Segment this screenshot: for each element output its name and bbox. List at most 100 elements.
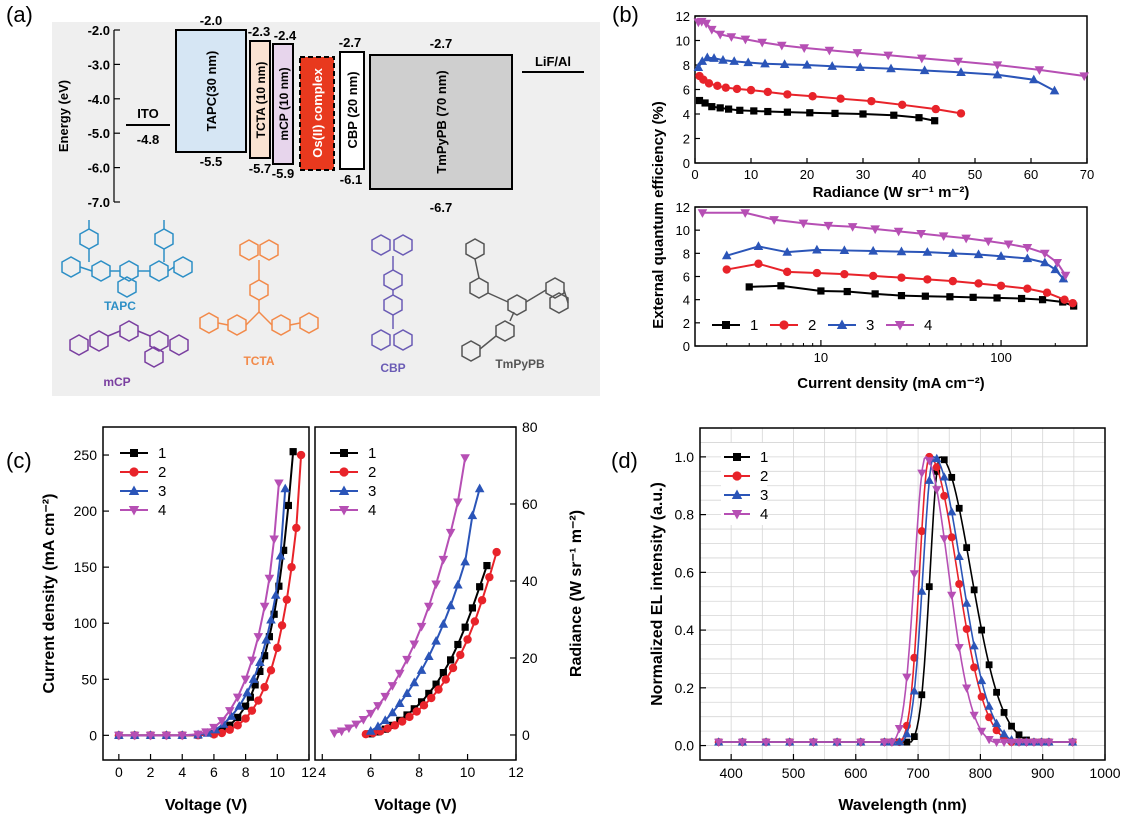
- data-point-4-6: [201, 728, 211, 738]
- data-point-4-4: [358, 715, 369, 725]
- data-point-3-10: [438, 619, 449, 628]
- x-tick-label-0: 0: [691, 167, 698, 182]
- data-point-1-14: [933, 468, 941, 475]
- data-point-3-13: [924, 475, 934, 484]
- data-point-4-0: [697, 209, 708, 218]
- legend-label-3: 3: [866, 317, 874, 334]
- data-point-3-5: [402, 688, 412, 697]
- mcp-structure: [69, 320, 189, 368]
- panel-label-b: (b): [612, 2, 639, 27]
- x-tick-label-1: 10: [744, 167, 758, 182]
- data-point-1-2: [817, 287, 825, 295]
- data-point-4-6: [870, 225, 880, 235]
- data-point-4-30: [1068, 738, 1078, 748]
- tmpypb-layer-label: TmPyPB (70 nm): [434, 70, 449, 173]
- data-point-1-12: [890, 111, 898, 119]
- data-point-2-9: [808, 92, 817, 101]
- data-point-2-12: [917, 527, 926, 536]
- data-point-1-12: [251, 681, 259, 689]
- data-point-4-11: [983, 237, 994, 247]
- data-point-2-18: [287, 562, 296, 572]
- x-axis-label: Voltage (V): [374, 797, 456, 814]
- data-point-2-14: [932, 463, 941, 472]
- data-point-4-22: [991, 738, 1002, 748]
- data-point-3-13: [460, 556, 470, 566]
- data-point-4-5: [365, 709, 376, 719]
- x-tick-label-1: 6: [367, 764, 375, 780]
- legend-label-4: 4: [158, 502, 166, 519]
- y-tick-label-6: 12: [676, 200, 690, 215]
- data-point-2-8: [948, 276, 958, 286]
- y-tick-label-4: 8: [683, 58, 690, 73]
- x-tick-label-4: 40: [912, 167, 926, 182]
- data-point-1-25: [1015, 731, 1023, 739]
- data-point-1-8: [425, 689, 433, 697]
- legend-marker-1: [340, 449, 348, 457]
- legend-label-1: 1: [760, 449, 768, 466]
- data-point-2-12: [898, 100, 907, 110]
- x-tick-label-6: 12: [301, 764, 317, 780]
- x-axis-label: Wavelength (nm): [838, 797, 966, 814]
- y-tick-label-3: 6: [683, 83, 690, 98]
- data-point-3-10: [902, 729, 912, 738]
- tapc-layer: [175, 29, 247, 153]
- y-tick-label-4: 0.8: [675, 507, 695, 523]
- data-point-4-5: [193, 730, 203, 740]
- data-point-4-0: [329, 729, 340, 739]
- y-tick-label-1: 0.2: [675, 680, 695, 696]
- data-point-1-11: [246, 693, 254, 701]
- mcp-layer: [272, 43, 294, 165]
- data-point-4-17: [954, 643, 964, 653]
- data-point-4-9: [799, 44, 809, 53]
- data-point-3-8: [424, 651, 434, 661]
- data-point-1-11: [859, 110, 867, 118]
- data-point-1-19: [970, 586, 978, 594]
- data-point-4-21: [984, 736, 994, 745]
- data-point-1-9: [234, 713, 242, 721]
- data-point-2-0: [722, 265, 731, 274]
- y-axis-label: Radiance (W sr⁻¹ m⁻²): [568, 510, 585, 677]
- y-tick-label-0: 0: [683, 156, 690, 171]
- cbp-structure: [371, 234, 413, 351]
- data-point-3-15: [474, 483, 485, 493]
- tmpypb-structure: [461, 238, 569, 362]
- data-point-2-19: [970, 663, 979, 672]
- x-tick-label-1: 100: [990, 350, 1012, 365]
- data-point-3-12: [917, 586, 927, 595]
- data-point-3-7: [416, 665, 427, 674]
- data-point-1-5: [897, 292, 906, 300]
- data-point-1-13: [256, 667, 264, 676]
- legend-marker-2: [779, 320, 789, 330]
- data-point-1-14: [468, 604, 477, 612]
- data-point-3-17: [954, 551, 964, 560]
- plot-frame: [314, 426, 517, 761]
- legend-marker-4: [338, 506, 350, 516]
- y-tick-label-3: 150: [74, 559, 98, 575]
- data-point-4-2: [145, 731, 156, 741]
- data-point-4-15: [939, 535, 949, 544]
- data-point-4-18: [962, 684, 972, 693]
- data-point-2-11: [867, 96, 876, 106]
- data-point-4-17: [1079, 72, 1089, 82]
- data-point-1-15: [940, 456, 948, 464]
- data-point-3-21: [984, 701, 994, 710]
- legend-marker-1: [130, 449, 138, 457]
- data-point-4-12: [416, 622, 427, 632]
- x-tick-label-0: 10: [814, 350, 828, 365]
- data-point-2-9: [974, 279, 983, 288]
- tcta-layer: [249, 40, 271, 159]
- data-point-2-3: [713, 81, 722, 91]
- data-point-1-10: [831, 109, 839, 117]
- data-point-3-14: [956, 67, 966, 76]
- data-point-2-5: [397, 717, 407, 726]
- data-point-4-14: [932, 486, 942, 495]
- data-point-1-7: [764, 107, 772, 116]
- legend-marker-3: [128, 485, 140, 495]
- y-tick-label-0: 0: [522, 727, 530, 743]
- data-point-4-14: [953, 57, 963, 67]
- tmpypb-layer: [369, 54, 513, 190]
- data-point-4-2: [701, 19, 711, 29]
- x-tick-label-0: 0: [115, 764, 123, 780]
- y-tick-label-1: 20: [522, 650, 538, 666]
- os-complex-label: Os(II) complex: [310, 67, 325, 157]
